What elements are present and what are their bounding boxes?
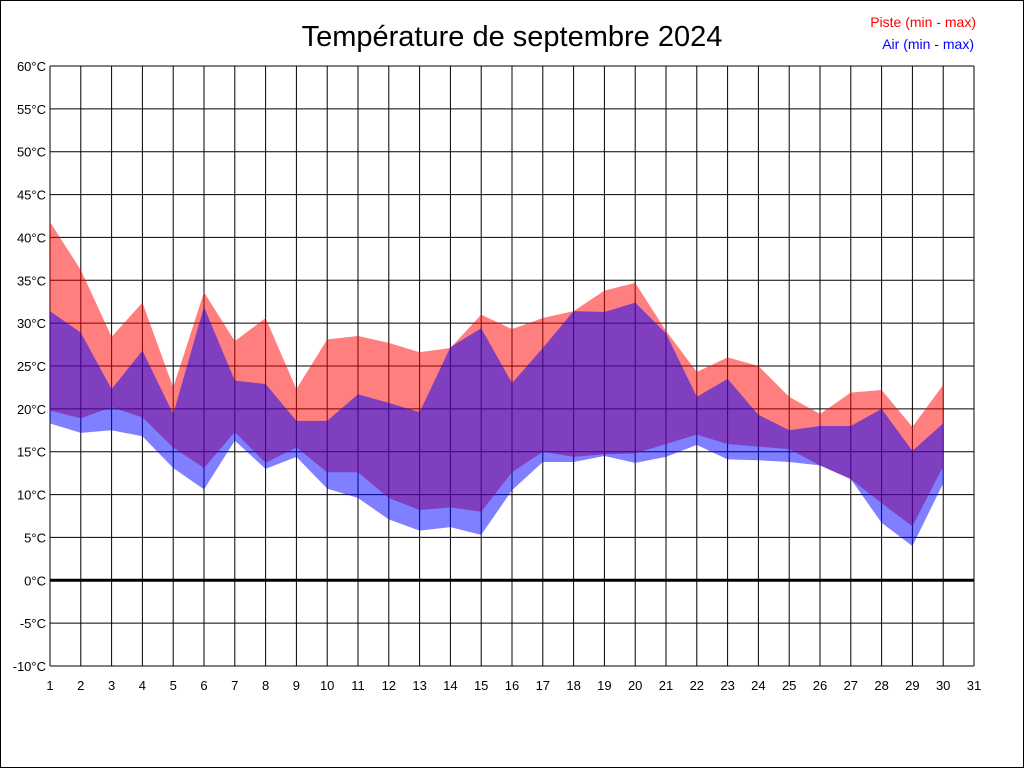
x-tick-label: 15 (474, 678, 488, 693)
legend-air: Air (min - max) (882, 36, 974, 52)
y-tick-label: 50°C (17, 145, 46, 160)
y-tick-label: 40°C (17, 230, 46, 245)
x-tick-label: 5 (170, 678, 177, 693)
x-tick-label: 20 (628, 678, 642, 693)
x-tick-label: 17 (536, 678, 550, 693)
x-tick-label: 6 (200, 678, 207, 693)
x-tick-label: 13 (412, 678, 426, 693)
y-tick-label: 5°C (24, 530, 46, 545)
air-range-area (50, 302, 944, 546)
y-tick-label: 35°C (17, 273, 46, 288)
x-tick-label: 16 (505, 678, 519, 693)
x-tick-label: 14 (443, 678, 457, 693)
x-tick-label: 31 (967, 678, 981, 693)
chart-title: Température de septembre 2024 (302, 21, 723, 53)
x-tick-label: 21 (659, 678, 673, 693)
x-tick-label: 9 (293, 678, 300, 693)
x-tick-label: 29 (905, 678, 919, 693)
y-tick-label: 45°C (17, 188, 46, 203)
y-tick-label: -10°C (13, 659, 46, 674)
y-tick-label: 0°C (24, 573, 46, 588)
x-tick-label: 28 (874, 678, 888, 693)
x-tick-label: 1 (46, 678, 53, 693)
x-tick-label: 12 (382, 678, 396, 693)
x-tick-label: 10 (320, 678, 334, 693)
y-tick-label: 55°C (17, 102, 46, 117)
legend-piste: Piste (min - max) (870, 14, 976, 30)
y-tick-label: 60°C (17, 59, 46, 74)
y-tick-label: 30°C (17, 316, 46, 331)
x-tick-label: 7 (231, 678, 238, 693)
x-tick-label: 11 (351, 678, 365, 693)
y-tick-label: 25°C (17, 359, 46, 374)
x-tick-label: 26 (813, 678, 827, 693)
y-tick-label: -5°C (20, 616, 46, 631)
x-tick-label: 24 (751, 678, 765, 693)
x-tick-label: 4 (139, 678, 146, 693)
x-tick-label: 23 (720, 678, 734, 693)
x-tick-label: 30 (936, 678, 950, 693)
x-tick-label: 2 (77, 678, 84, 693)
x-tick-label: 18 (566, 678, 580, 693)
x-tick-label: 27 (844, 678, 858, 693)
x-tick-label: 8 (262, 678, 269, 693)
y-tick-label: 15°C (17, 445, 46, 460)
x-tick-label: 22 (690, 678, 704, 693)
y-tick-label: 20°C (17, 402, 46, 417)
x-tick-label: 3 (108, 678, 115, 693)
x-tick-label: 25 (782, 678, 796, 693)
y-tick-label: 10°C (17, 488, 46, 503)
x-tick-label: 19 (597, 678, 611, 693)
